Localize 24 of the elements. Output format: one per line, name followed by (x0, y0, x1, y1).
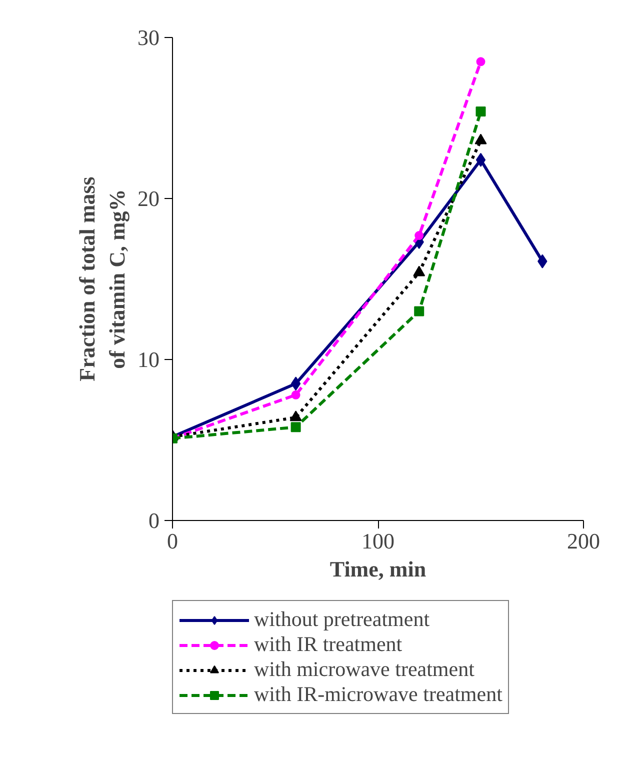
point (291, 390, 300, 400)
legend-label: without pretreatment (254, 607, 430, 632)
point (476, 106, 486, 117)
x-axis-title: Time, min (330, 556, 426, 582)
x-tick-label: 100 (362, 528, 394, 554)
legend-label: with microwave treatment (254, 657, 474, 682)
y-axis-title: Fraction of total mass of vitamin C, mg% (74, 176, 130, 382)
y-tick-label: 10 (138, 347, 160, 372)
point (290, 422, 301, 432)
point (414, 231, 424, 240)
legend-label: with IR treatment (254, 632, 402, 657)
y-tick-label: 20 (138, 186, 160, 211)
y-tick-label: 30 (138, 25, 160, 50)
point (476, 57, 486, 66)
point (290, 410, 302, 422)
point (414, 306, 424, 316)
y-tick-label: 0 (148, 508, 160, 533)
point (290, 376, 301, 391)
x-tick-label: 0 (167, 528, 178, 554)
point (413, 266, 426, 276)
x-tick-label: 200 (567, 528, 600, 554)
legend-label: with IR-microwave treatment (254, 682, 502, 707)
point (476, 152, 486, 167)
point (474, 134, 487, 144)
